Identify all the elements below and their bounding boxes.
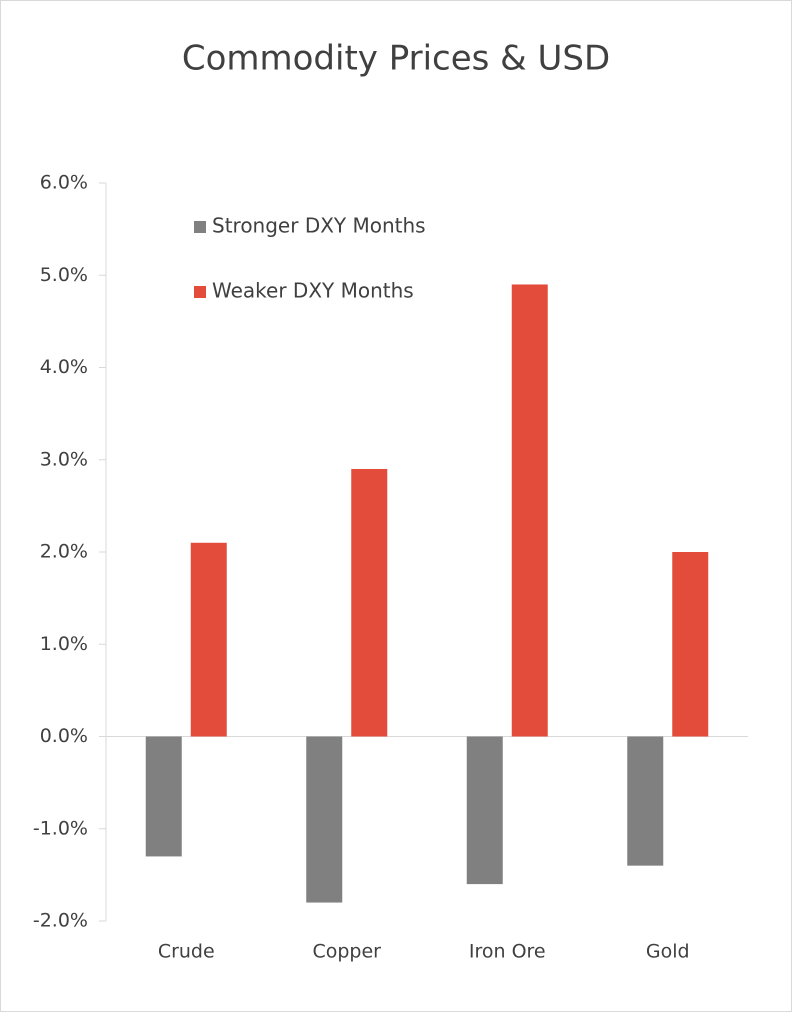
y-tick-label: -2.0% — [33, 910, 88, 932]
y-tick-label: 4.0% — [40, 356, 88, 378]
y-tick-label: 5.0% — [40, 264, 88, 286]
bar — [306, 736, 343, 903]
legend-label: Weaker DXY Months — [212, 279, 414, 303]
legend-swatch — [194, 221, 206, 233]
bar — [190, 542, 227, 737]
chart-title: Commodity Prices & USD — [182, 39, 610, 79]
x-tick-label: Gold — [646, 941, 690, 963]
x-tick-label: Copper — [312, 941, 381, 963]
y-tick-label: 1.0% — [40, 633, 88, 655]
bar — [351, 468, 388, 737]
y-tick-label: -1.0% — [33, 817, 88, 839]
y-tick-label: 2.0% — [40, 541, 88, 563]
y-tick-label: 3.0% — [40, 448, 88, 470]
bar — [466, 736, 503, 885]
bar — [627, 736, 664, 866]
bar — [672, 552, 709, 737]
legend-swatch — [194, 286, 206, 298]
bar — [511, 284, 548, 737]
x-tick-label: Iron Ore — [469, 941, 546, 963]
y-tick-label: 6.0% — [40, 172, 88, 194]
legend-label: Stronger DXY Months — [212, 214, 426, 238]
x-tick-label: Crude — [158, 941, 215, 963]
bar — [145, 736, 182, 857]
y-tick-label: 0.0% — [40, 725, 88, 747]
